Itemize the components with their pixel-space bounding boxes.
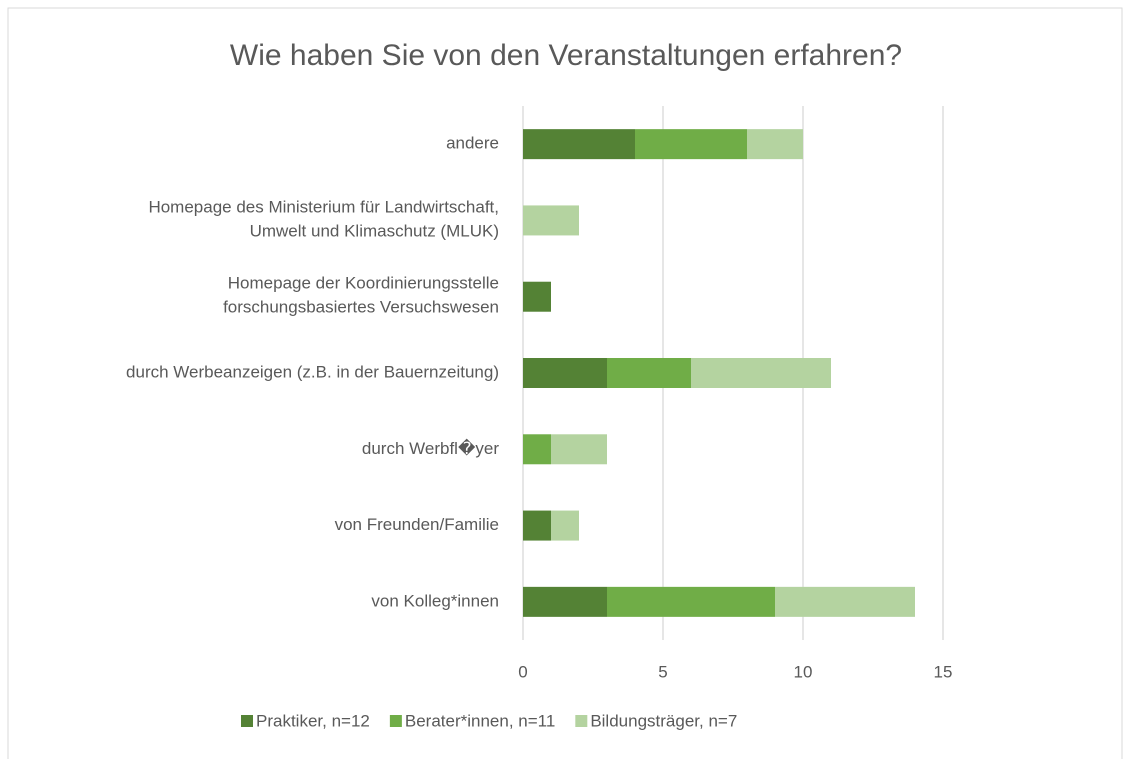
bar-segment — [523, 510, 551, 541]
y-tick-label: von Freunden/Familie — [335, 515, 499, 534]
x-tick-label: 15 — [934, 662, 953, 681]
y-tick-label: durch Werbfl�yer — [362, 438, 499, 458]
bar-segment — [635, 129, 747, 160]
legend-swatch — [389, 715, 402, 727]
bar-segment — [551, 510, 579, 541]
y-tick-label: durch Werbeanzeigen (z.B. in der Bauernz… — [126, 362, 499, 381]
legend-swatch — [241, 715, 253, 727]
legend-label: Praktiker, n=12 — [256, 711, 370, 730]
chart-title: Wie haben Sie von den Veranstaltungen er… — [230, 39, 902, 72]
x-tick-label: 10 — [794, 662, 813, 681]
y-tick-label: Homepage der Koordinierungsstelle forschu… — [223, 274, 499, 317]
legend-label: Bildungsträger, n=7 — [590, 711, 737, 730]
bar-segment — [523, 205, 579, 236]
bar-segment — [523, 281, 551, 312]
y-tick-label: andere — [446, 134, 499, 153]
bar-segment — [691, 358, 831, 388]
bar-segment — [607, 358, 691, 388]
y-tick-label: von Kolleg*innen — [371, 591, 499, 610]
bar-segment — [523, 434, 551, 465]
bar-segment — [747, 129, 803, 160]
x-tick-label: 5 — [658, 662, 667, 681]
bar-segment — [607, 586, 775, 617]
legend-swatch — [575, 715, 588, 727]
bar-segment — [775, 586, 915, 617]
x-tick-label: 0 — [518, 662, 527, 681]
legend-label: Berater*innen, n=11 — [405, 711, 555, 730]
y-tick-label: Homepage des Ministerium für Landwirtsch… — [148, 198, 499, 241]
bar-segment — [523, 586, 607, 617]
bar-segment — [523, 129, 635, 160]
bar-segment — [523, 358, 607, 388]
bar-segment — [551, 434, 607, 465]
